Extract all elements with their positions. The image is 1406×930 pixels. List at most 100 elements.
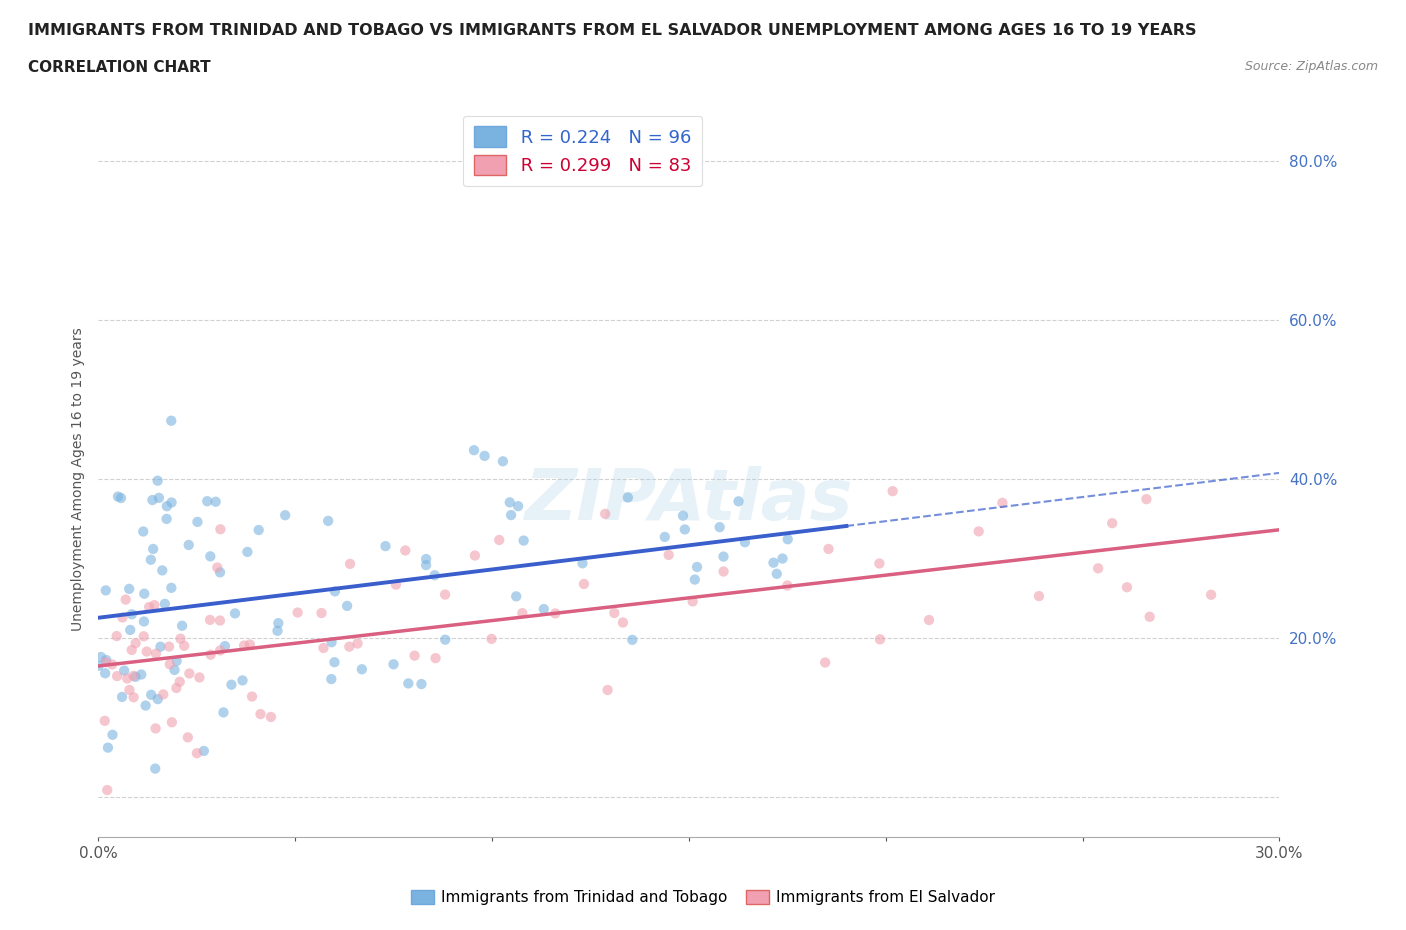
Point [118, 683, 141, 698]
Legend:  R = 0.224   N = 96,  R = 0.299   N = 83: R = 0.224 N = 96, R = 0.299 N = 83 [463, 115, 703, 186]
Point [139, 552, 162, 567]
Point [148, 490, 170, 505]
Point [1087, 561, 1109, 576]
Point [121, 606, 143, 621]
Point [1139, 609, 1161, 624]
Point [204, 494, 226, 509]
Point [209, 643, 232, 658]
Legend: Immigrants from Trinidad and Tobago, Immigrants from El Salvador: Immigrants from Trinidad and Tobago, Imm… [405, 884, 1001, 911]
Point [122, 669, 145, 684]
Point [385, 578, 408, 592]
Point [111, 689, 134, 704]
Point [209, 565, 232, 579]
Point [132, 629, 155, 644]
Point [132, 614, 155, 629]
Point [423, 568, 446, 583]
Point [145, 646, 167, 661]
Point [200, 647, 222, 662]
Point [173, 638, 195, 653]
Point [512, 605, 534, 620]
Text: Source: ZipAtlas.com: Source: ZipAtlas.com [1244, 60, 1378, 73]
Point [141, 493, 163, 508]
Point [321, 671, 343, 686]
Point [321, 635, 343, 650]
Point [107, 489, 129, 504]
Point [267, 616, 290, 631]
Point [287, 605, 309, 620]
Point [593, 507, 616, 522]
Point [153, 596, 176, 611]
Point [135, 644, 157, 659]
Point [617, 490, 640, 505]
Point [339, 556, 361, 571]
Point [683, 572, 706, 587]
Point [114, 592, 136, 607]
Point [90, 649, 112, 664]
Point [762, 555, 785, 570]
Point [134, 586, 156, 601]
Point [231, 673, 253, 688]
Point [765, 566, 787, 581]
Point [200, 549, 222, 564]
Point [152, 687, 174, 702]
Point [94, 655, 117, 670]
Point [141, 687, 163, 702]
Point [571, 556, 593, 571]
Point [772, 551, 794, 566]
Point [135, 698, 157, 713]
Point [169, 631, 191, 646]
Point [165, 681, 187, 696]
Point [512, 533, 534, 548]
Point [166, 654, 188, 669]
Point [177, 538, 200, 552]
Point [323, 655, 346, 670]
Point [160, 715, 183, 730]
Point [146, 692, 169, 707]
Point [188, 670, 211, 684]
Point [817, 541, 839, 556]
Point [621, 632, 644, 647]
Point [110, 491, 132, 506]
Point [336, 599, 359, 614]
Point [156, 512, 179, 526]
Point [311, 605, 333, 620]
Point [869, 631, 891, 646]
Point [101, 727, 124, 742]
Point [506, 498, 529, 513]
Point [260, 710, 283, 724]
Point [350, 662, 373, 677]
Point [115, 671, 138, 686]
Point [186, 514, 208, 529]
Point [274, 508, 297, 523]
Point [776, 532, 799, 547]
Point [434, 632, 457, 647]
Point [172, 618, 194, 633]
Point [533, 602, 555, 617]
Point [488, 533, 510, 548]
Point [112, 663, 135, 678]
Point [967, 524, 990, 538]
Point [682, 594, 704, 609]
Point [603, 605, 626, 620]
Point [105, 629, 128, 644]
Point [572, 577, 595, 591]
Point [121, 643, 143, 658]
Point [686, 560, 709, 575]
Text: CORRELATION CHART: CORRELATION CHART [28, 60, 211, 75]
Point [346, 636, 368, 651]
Point [132, 524, 155, 538]
Point [249, 707, 271, 722]
Point [94, 583, 117, 598]
Point [1028, 589, 1050, 604]
Point [118, 581, 141, 596]
Point [143, 761, 166, 776]
Point [94, 713, 117, 728]
Point [481, 631, 503, 646]
Point [415, 558, 437, 573]
Point [323, 584, 346, 599]
Point [396, 676, 419, 691]
Point [87, 658, 110, 673]
Point [122, 690, 145, 705]
Point [727, 494, 749, 509]
Point [337, 639, 360, 654]
